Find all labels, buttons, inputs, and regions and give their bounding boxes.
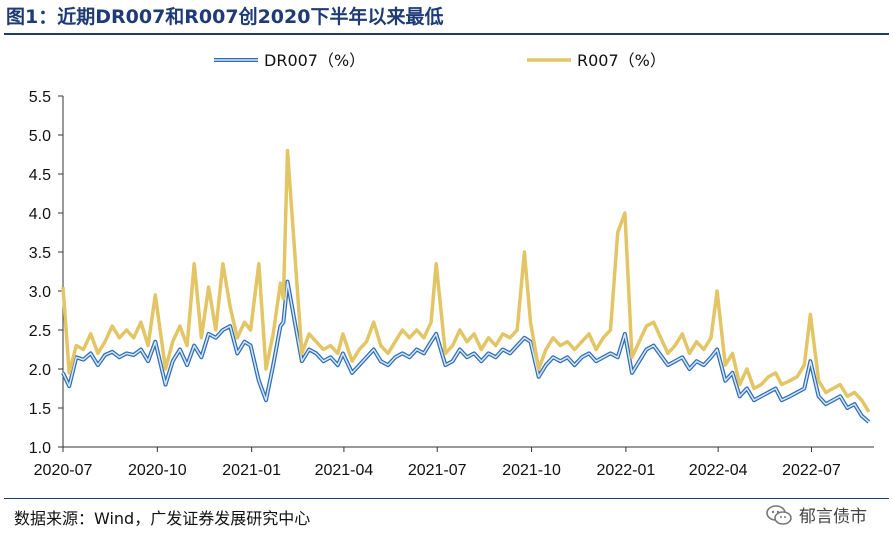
series-layer (61, 148, 871, 424)
brand-watermark: 郁言债市 (765, 502, 867, 527)
data-source: 数据来源：Wind，广发证券发展研究中心 (14, 509, 311, 528)
y-tick-label: 4.0 (29, 206, 51, 223)
legend-label: R007（%） (577, 51, 666, 70)
legend-label: DR007（%） (264, 51, 365, 70)
y-tick-label: 5.0 (29, 128, 51, 145)
series-line-r007 (61, 148, 871, 413)
x-tick-label: 2021-01 (222, 462, 281, 479)
y-tick-label: 3.5 (29, 245, 51, 262)
legend: DR007（%） R007（%） (214, 51, 666, 70)
x-tick-label: 2022-04 (689, 462, 748, 479)
x-tick-label: 2022-07 (782, 462, 841, 479)
y-tick-label: 5.5 (29, 89, 51, 106)
wechat-icon (766, 504, 792, 525)
x-tick-label: 2020-10 (128, 462, 187, 479)
footer-divider (4, 498, 889, 499)
chart-title: 图1：近期DR007和R007创2020下半年以来最低 (6, 6, 444, 28)
x-tick-label: 2020-07 (34, 462, 93, 479)
y-tick-label: 4.5 (29, 167, 51, 184)
legend-item-r007: R007（%） (527, 51, 666, 70)
y-tick-label: 3.0 (29, 284, 51, 301)
y-tick-label: 2.0 (29, 362, 51, 379)
y-tick-label: 2.5 (29, 323, 51, 340)
x-tick-label: 2021-10 (502, 462, 561, 479)
x-tick-label: 2021-04 (315, 462, 374, 479)
y-tick-label: 1.0 (29, 440, 51, 457)
title-divider (4, 33, 889, 35)
line-chart: DR007（%） R007（%） 1.0 1.5 2.0 2.5 3.0 3.5 4.0 4.5… (29, 51, 874, 479)
axes: 1.0 1.5 2.0 2.5 3.0 3.5 4.0 4.5 5.0 5.5 2020-07 202… (29, 89, 874, 479)
series-line-dr007 (61, 279, 871, 424)
brand-name: 郁言债市 (799, 507, 867, 527)
x-tick-label: 2021-07 (408, 462, 467, 479)
legend-item-dr007: DR007（%） (214, 51, 365, 70)
y-tick-label: 1.5 (29, 401, 51, 418)
series-line-dr007-inner (62, 280, 870, 423)
x-tick-label: 2022-01 (597, 462, 656, 479)
